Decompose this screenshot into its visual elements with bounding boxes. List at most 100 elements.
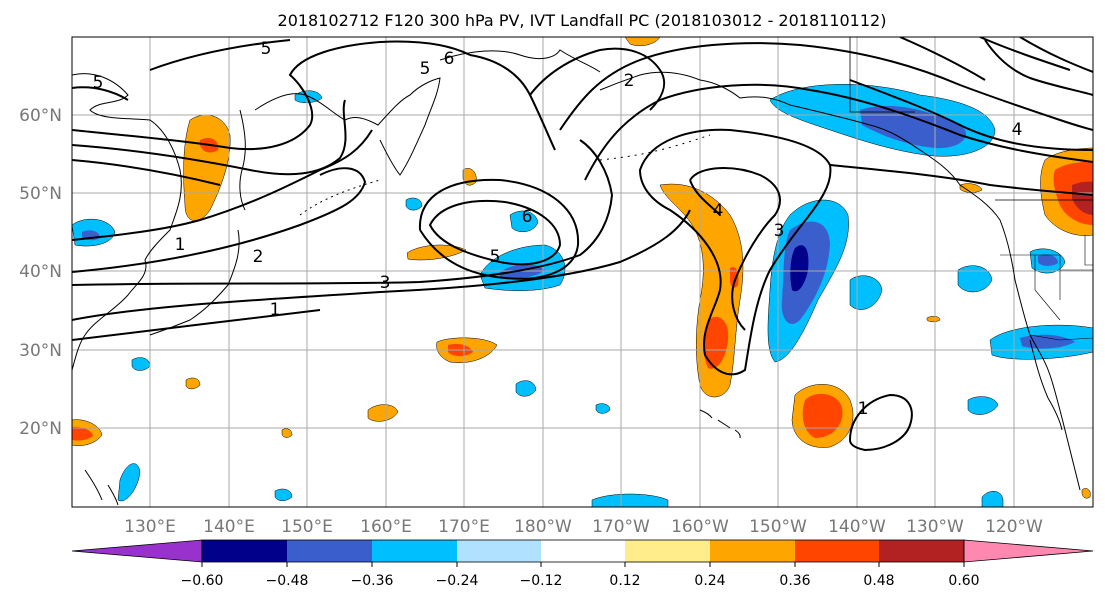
colorbar-tick-label: 0.48 bbox=[863, 573, 894, 589]
colorbar-tick-label: 0.60 bbox=[948, 573, 979, 589]
contour-labels: 5 5 6 2 5 4 6 5 3 1 2 1 4 3 1 bbox=[93, 39, 1023, 419]
contour-label: 1 bbox=[270, 300, 281, 320]
colorbar-tick-label: 0.36 bbox=[779, 573, 810, 589]
contour-label: 3 bbox=[380, 273, 391, 293]
negative-anomaly-small-178w bbox=[595, 403, 611, 414]
lat-label: 40°N bbox=[19, 262, 62, 282]
map-border bbox=[71, 36, 1094, 508]
colorbar-cell-5 bbox=[541, 540, 625, 562]
contour-label: 4 bbox=[1012, 120, 1023, 140]
coast-baja bbox=[1029, 339, 1063, 431]
positive-anomaly-central-pacific-core bbox=[703, 316, 729, 369]
longitude-labels: 130°E 140°E 150°E 160°E 170°E 180°W 170°… bbox=[124, 517, 1043, 537]
contour-5-west bbox=[72, 86, 129, 101]
lon-label: 150°W bbox=[749, 517, 807, 537]
contour-label: 5 bbox=[420, 59, 431, 79]
lon-label: 160°E bbox=[360, 517, 412, 537]
contour-label: 3 bbox=[774, 221, 785, 241]
contour-label: 5 bbox=[93, 73, 104, 93]
colorbar-cell-10 bbox=[963, 539, 1094, 563]
contour-1-lower bbox=[72, 209, 691, 321]
negative-anomaly-small-165e bbox=[274, 488, 293, 501]
lon-label: 160°W bbox=[671, 517, 729, 537]
colorbar-cell-6 bbox=[625, 540, 710, 562]
contour-north-edge-east bbox=[899, 37, 1093, 81]
lat-label: 30°N bbox=[19, 341, 62, 361]
lon-label: 180°W bbox=[514, 517, 572, 537]
colorbar-tick-label: −0.12 bbox=[520, 573, 563, 589]
coast-okhotsk-kamchatka bbox=[254, 77, 441, 176]
colorbar-tick-label: −0.48 bbox=[266, 573, 309, 589]
negative-anomaly-baja-core bbox=[1020, 334, 1075, 349]
contour-jet-1 bbox=[72, 40, 471, 151]
lon-label: 140°W bbox=[828, 517, 886, 537]
border-mexico bbox=[1029, 334, 1093, 341]
positive-anomaly-small-128w bbox=[959, 183, 983, 193]
negative-anomaly-idaho bbox=[957, 265, 993, 293]
negative-anomaly-dateline-upper bbox=[509, 210, 539, 233]
lon-label: 130°E bbox=[124, 517, 176, 537]
colorbar-cell-1 bbox=[202, 540, 287, 562]
coast-hawaii bbox=[699, 409, 741, 439]
contour-label: 6 bbox=[444, 49, 455, 69]
positive-anomaly-central-pacific-core2 bbox=[730, 266, 739, 288]
contour-bering bbox=[529, 47, 666, 111]
contour-3 bbox=[72, 139, 614, 286]
contour-label: 1 bbox=[175, 235, 186, 255]
colorbar-tick-label: −0.24 bbox=[436, 573, 479, 589]
positive-anomaly-160e-20n bbox=[367, 404, 399, 422]
contour-east-ring bbox=[848, 393, 913, 452]
lat-label: 60°N bbox=[19, 106, 62, 126]
coast-aleutians bbox=[599, 134, 711, 161]
contour-label: 6 bbox=[522, 207, 533, 227]
contour-label: 2 bbox=[624, 71, 635, 91]
lon-label: 150°E bbox=[281, 517, 333, 537]
contour-5-low bbox=[418, 178, 580, 280]
contour-label: 1 bbox=[858, 399, 869, 419]
border-alaska-canada bbox=[849, 37, 915, 113]
negative-anomaly-157e-45n bbox=[405, 197, 423, 211]
colorbar-cell-2 bbox=[287, 540, 372, 562]
lon-label: 170°W bbox=[592, 517, 650, 537]
lat-label: 20°N bbox=[19, 419, 62, 439]
colorbar-cell-9 bbox=[879, 540, 964, 562]
lon-label: 170°E bbox=[438, 517, 490, 537]
positive-anomaly-small-125w bbox=[926, 316, 941, 323]
contour-6-low bbox=[428, 199, 562, 266]
negative-anomaly-south-china-sea bbox=[117, 463, 141, 502]
coast-alaska bbox=[599, 71, 961, 186]
negative-anomaly-south-edge-east bbox=[981, 491, 1004, 507]
contour-east-pacific bbox=[829, 164, 1093, 196]
negative-anomaly-180-25n bbox=[515, 380, 537, 397]
contour-ne-corner bbox=[984, 39, 1093, 96]
colorbar-cell-0 bbox=[71, 539, 203, 563]
map-title: 2018102712 F120 300 hPa PV, IVT Landfall… bbox=[278, 11, 887, 30]
contours bbox=[72, 37, 1093, 452]
lat-label: 50°N bbox=[19, 184, 62, 204]
contour-label: 2 bbox=[253, 247, 264, 267]
border-us-states bbox=[1000, 235, 1093, 321]
colorbar-tick-label: −0.60 bbox=[181, 573, 224, 589]
contour-label: 5 bbox=[261, 39, 272, 59]
positive-anomaly-west-edge-core bbox=[72, 426, 93, 441]
contour-1-lower-extension bbox=[72, 309, 321, 341]
positive-anomaly-philippine-sea bbox=[185, 377, 201, 390]
colorbar-frame bbox=[201, 539, 965, 563]
negative-anomaly-gulf-alaska-inner bbox=[825, 88, 870, 100]
negative-anomaly-nevada-core bbox=[1038, 254, 1058, 266]
coastlines bbox=[72, 37, 1093, 506]
map-panel: 5 5 6 2 5 4 6 5 3 1 2 1 4 3 1 bbox=[71, 36, 1094, 508]
lon-label: 130°W bbox=[906, 517, 964, 537]
lon-label: 120°W bbox=[985, 517, 1043, 537]
positive-anomaly-40n-170e bbox=[406, 244, 467, 261]
negative-anomaly-central-pacific-max bbox=[790, 245, 809, 292]
contour-alaska-gulf bbox=[849, 79, 1093, 151]
colorbar-tick-labels: −0.60 −0.48 −0.36 −0.24 −0.12 0.12 0.24 … bbox=[181, 573, 980, 589]
coast-siberia-north bbox=[439, 49, 601, 73]
positive-anomaly-small-152e bbox=[281, 428, 293, 438]
contour-ridge-2 bbox=[689, 167, 781, 331]
contour-jet-2 bbox=[72, 99, 347, 176]
latitude-labels: 60°N 50°N 40°N 30°N 20°N bbox=[19, 106, 62, 439]
coast-kurils bbox=[299, 179, 381, 216]
